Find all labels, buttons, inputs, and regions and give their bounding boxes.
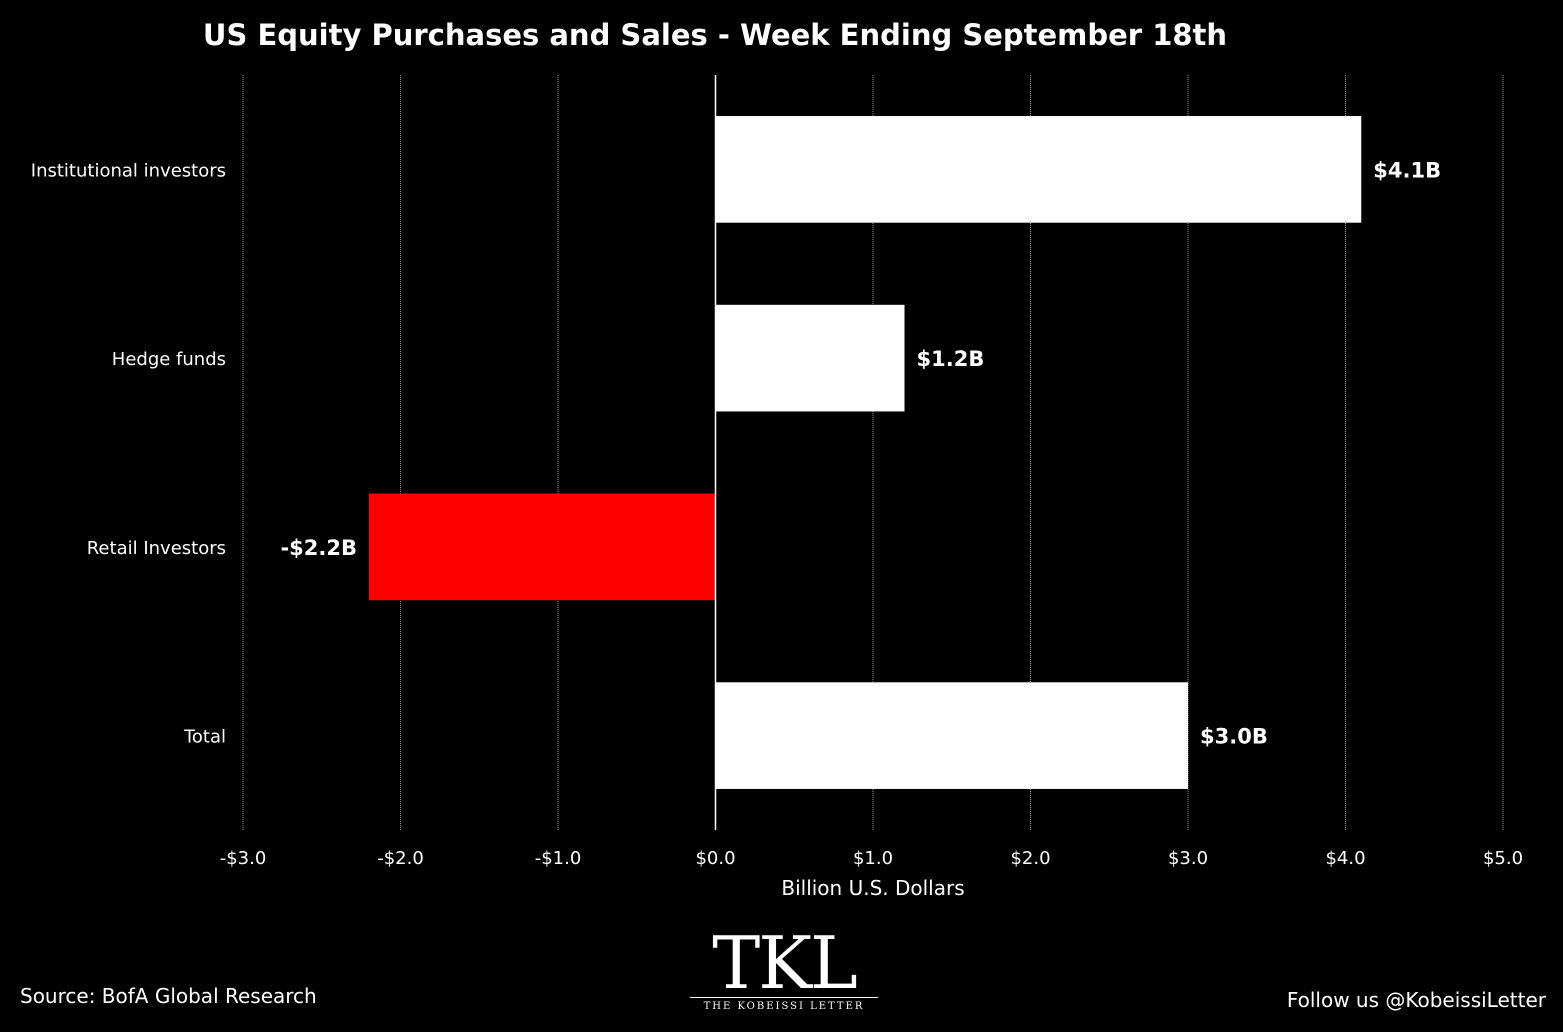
- data-label: $1.2B: [917, 347, 985, 371]
- bar: [715, 304, 905, 412]
- bar: [715, 116, 1362, 223]
- logo-divider: [690, 997, 878, 998]
- chart-title: US Equity Purchases and Sales - Week End…: [202, 18, 1228, 52]
- x-tick-label: -$1.0: [535, 848, 582, 869]
- category-label: Institutional investors: [31, 160, 226, 181]
- follow-link[interactable]: Follow us @KobeissiLetter: [1286, 988, 1546, 1012]
- category-label: Retail Investors: [87, 538, 226, 559]
- x-tick-label: $5.0: [1483, 848, 1523, 869]
- x-axis-title: Billion U.S. Dollars: [781, 876, 964, 900]
- data-label: -$2.2B: [280, 536, 357, 560]
- logo-caption: THE KOBEISSI LETTER: [703, 1001, 865, 1012]
- x-tick-label: -$3.0: [220, 848, 267, 869]
- labels: -$3.0 -$2.0 -$1.0 $0.0 $1.0 $2.0 $3.0 $4.0 $5.0 I…: [31, 158, 1523, 869]
- bars: [369, 116, 1362, 789]
- x-tick-label: -$2.0: [377, 848, 424, 869]
- x-tick-label: $0.0: [695, 848, 735, 869]
- bar: [369, 493, 716, 601]
- logo-mark: TKL: [712, 921, 858, 1005]
- source-note: Source: BofA Global Research: [20, 984, 317, 1008]
- data-label: $4.1B: [1373, 158, 1441, 182]
- category-label: Hedge funds: [112, 349, 226, 370]
- bar: [715, 682, 1188, 789]
- x-tick-label: $2.0: [1010, 848, 1050, 869]
- data-label: $3.0B: [1200, 725, 1268, 749]
- category-label: Total: [183, 727, 226, 748]
- kobeissi-logo: TKL THE KOBEISSI LETTER: [690, 921, 878, 1016]
- x-tick-label: $3.0: [1168, 848, 1208, 869]
- x-tick-label: $4.0: [1325, 848, 1365, 869]
- x-tick-label: $1.0: [853, 848, 893, 869]
